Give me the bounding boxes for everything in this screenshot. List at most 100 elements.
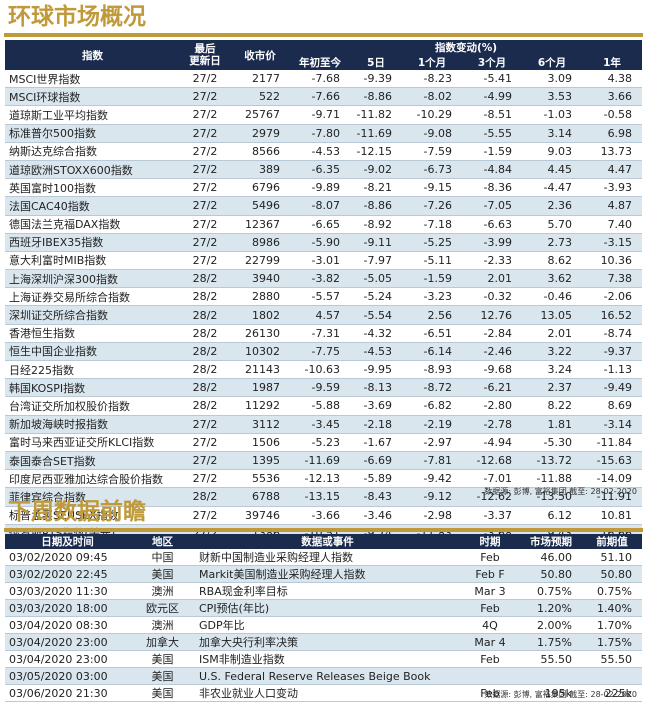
close-value: 6788 xyxy=(230,487,290,507)
change-value: -9.15 xyxy=(402,178,462,198)
header-period: 年初至今 xyxy=(290,55,350,70)
index-name: 上海深圳沪深300指数 xyxy=(5,269,180,289)
section-title-week-ahead: 下周数据前瞻 xyxy=(8,499,146,525)
event-region: 美国 xyxy=(130,565,195,583)
change-value: -5.41 xyxy=(462,70,522,89)
close-value: 25767 xyxy=(230,105,290,125)
close-value: 1802 xyxy=(230,305,290,325)
change-value: -8.02 xyxy=(402,87,462,107)
change-value: -8.72 xyxy=(402,378,462,398)
close-value: 522 xyxy=(230,87,290,107)
table-row: 富时马来西亚证交所KLCI指数 27/2 1506 -5.23 -1.67 -2.97 -4… xyxy=(5,433,643,452)
index-name: MSCI世界指数 xyxy=(5,70,180,89)
table-row: 标准普尔500指数 27/2 2979 -7.80 -11.69 -9.08 -5.55 3.… xyxy=(5,124,643,143)
header-period: 时期 xyxy=(460,534,520,549)
update-date: 27/2 xyxy=(180,469,230,489)
change-value: -4.47 xyxy=(522,178,582,198)
change-value: -2.06 xyxy=(582,287,643,307)
update-date: 28/2 xyxy=(180,287,230,307)
change-value: -9.39 xyxy=(350,70,402,89)
index-name: 泰国泰合SET指数 xyxy=(5,451,180,471)
update-date: 27/2 xyxy=(180,105,230,125)
change-value: -6.73 xyxy=(402,160,462,180)
change-value: -2.84 xyxy=(462,324,522,343)
change-value: -4.84 xyxy=(462,160,522,180)
table-row: 纳斯达克综合指数 27/2 8566 -4.53 -12.15 -7.59 -1.59 9.0… xyxy=(5,142,643,161)
change-value: -15.63 xyxy=(582,451,643,471)
change-value: -6.14 xyxy=(402,342,462,362)
event-name: 加拿大央行利率决策 xyxy=(195,633,460,651)
close-value: 21143 xyxy=(230,360,290,380)
change-value: -6.65 xyxy=(290,215,350,234)
table-row: 03/03/2020 18:00 欧元区 CPI预估(年比) Feb 1.20% 1.40… xyxy=(5,599,642,617)
change-value: -13.50 xyxy=(522,487,582,507)
change-value: -5.23 xyxy=(290,433,350,452)
event-name: RBA现金利率目标 xyxy=(195,582,460,600)
change-value: -8.43 xyxy=(350,487,402,507)
event-previous: 1.40% xyxy=(582,599,642,617)
close-value: 8986 xyxy=(230,233,290,252)
event-period: Feb xyxy=(460,684,520,702)
event-previous: 50.80 xyxy=(582,565,642,583)
change-value: -3.14 xyxy=(582,415,643,434)
change-value: -6.69 xyxy=(350,451,402,471)
event-name: GDP年比 xyxy=(195,616,460,634)
event-previous: 0.75% xyxy=(582,582,642,600)
change-value: -8.51 xyxy=(462,105,522,125)
change-value: 6.12 xyxy=(522,506,582,525)
table-row: 意大利富时MIB指数 27/2 22799 -3.01 -7.97 -5.11 -2.33 8… xyxy=(5,251,643,271)
change-value: -7.01 xyxy=(462,469,522,489)
change-value: -9.71 xyxy=(290,105,350,125)
event-datetime: 03/04/2020 23:00 xyxy=(5,633,130,651)
event-region: 欧元区 xyxy=(130,599,195,617)
close-value: 389 xyxy=(230,160,290,180)
event-name: CPI预估(年比) xyxy=(195,599,460,617)
table-row: 法国CAC40指数 27/2 5496 -8.07 -8.86 -7.26 -7.05 2.3… xyxy=(5,196,643,216)
index-name: 道琼斯工业平均指数 xyxy=(5,105,180,125)
close-value: 3112 xyxy=(230,415,290,434)
table-row: 03/02/2020 09:45 中国 财新中国制造业采购经理人指数 Feb 46.00… xyxy=(5,549,642,566)
header-period: 5日 xyxy=(350,55,402,70)
change-value: -7.81 xyxy=(402,451,462,471)
change-value: 3.22 xyxy=(522,342,582,362)
index-name: 标准普尔500指数 xyxy=(5,124,180,143)
update-date: 27/2 xyxy=(180,251,230,271)
change-value: 12.76 xyxy=(462,305,522,325)
change-value: 3.14 xyxy=(522,124,582,143)
event-datetime: 03/02/2020 09:45 xyxy=(5,549,130,566)
change-value: -6.21 xyxy=(462,378,522,398)
change-value: 2.56 xyxy=(402,305,462,325)
source-note: 数据源: 彭博, 富裕集团 截至: 28-02-2020 xyxy=(484,690,637,699)
close-value: 39746 xyxy=(230,506,290,525)
change-value: -2.19 xyxy=(402,415,462,434)
event-name: 非农业就业人口变动 xyxy=(195,684,460,702)
economic-calendar-table: 日期及时间 地区 数据或事件 时期 市场预期 前期值 03/02/2020 09… xyxy=(5,534,642,702)
change-value: -5.88 xyxy=(290,396,350,416)
update-date: 27/2 xyxy=(180,215,230,234)
change-value: -9.49 xyxy=(582,378,643,398)
change-value: -9.11 xyxy=(350,233,402,252)
change-value: 2.37 xyxy=(522,378,582,398)
change-value: -7.97 xyxy=(350,251,402,271)
change-value: -5.05 xyxy=(350,269,402,289)
table-row: MSCI世界指数 27/2 2177 -7.68 -9.39 -8.23 -5.41 3.09… xyxy=(5,70,643,89)
update-date: 27/2 xyxy=(180,142,230,161)
change-value: -8.92 xyxy=(350,215,402,234)
change-value: 3.53 xyxy=(522,87,582,107)
close-value: 2177 xyxy=(230,70,290,89)
update-date: 28/2 xyxy=(180,360,230,380)
event-region: 美国 xyxy=(130,650,195,668)
event-period: Feb xyxy=(460,650,520,668)
event-datetime: 03/02/2020 22:45 xyxy=(5,565,130,583)
title-underline xyxy=(4,33,643,37)
close-value: 1395 xyxy=(230,451,290,471)
close-value: 5536 xyxy=(230,469,290,489)
index-name: 印度尼西亚雅加达综合股价指数 xyxy=(5,469,180,489)
header-change-group: 指数变动(%) xyxy=(290,40,643,55)
header-last-update: 最后 更新日 xyxy=(180,40,230,70)
event-forecast: 50.80 xyxy=(520,565,582,583)
event-datetime: 03/06/2020 21:30 xyxy=(5,684,130,702)
table-row: 03/04/2020 08:30 澳洲 GDP年比 4Q 2.00% 1.70% xyxy=(5,616,642,634)
change-value: 13.73 xyxy=(582,142,643,161)
table-row: 泰国泰合SET指数 27/2 1395 -11.69 -6.69 -7.81 -12.68-… xyxy=(5,451,643,471)
